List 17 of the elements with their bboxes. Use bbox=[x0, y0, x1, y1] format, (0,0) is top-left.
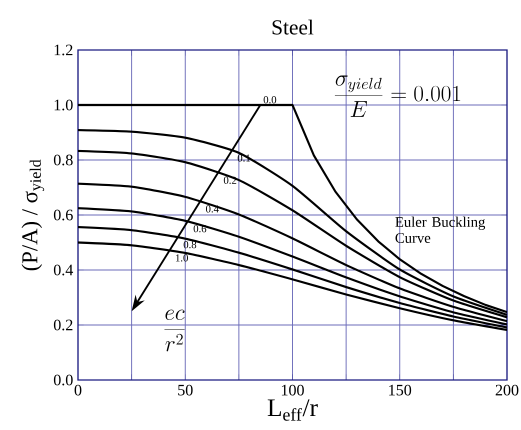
y-tick-label: 1.2 bbox=[54, 44, 72, 56]
y-tick-label: 0.6 bbox=[54, 210, 73, 220]
y-tick-label: 0.2 bbox=[54, 320, 72, 330]
x-tick-label: 100 bbox=[282, 384, 304, 396]
chart-title: Steel bbox=[272, 20, 314, 35]
y-axis-title: (P/A) / σ$_{yield}$ bbox=[22, 160, 44, 270]
x-axis-title: L$_{eff}$/r bbox=[268, 399, 318, 421]
y-tick-label: 0.0 bbox=[54, 374, 73, 386]
x-tick-label: 200 bbox=[496, 384, 518, 396]
series-label: 0.0 bbox=[264, 96, 276, 104]
y-tick-label: 0.8 bbox=[54, 154, 73, 166]
x-tick-label: 50 bbox=[178, 384, 193, 396]
x-tick-label: 150 bbox=[389, 384, 412, 396]
y-tick-label: 1.0 bbox=[54, 100, 73, 110]
y-tick-label: 0.4 bbox=[54, 264, 74, 276]
x-tick-label: 0 bbox=[74, 384, 82, 396]
annotation: $\frac{ec}{r^{2}}$ bbox=[164, 310, 185, 352]
